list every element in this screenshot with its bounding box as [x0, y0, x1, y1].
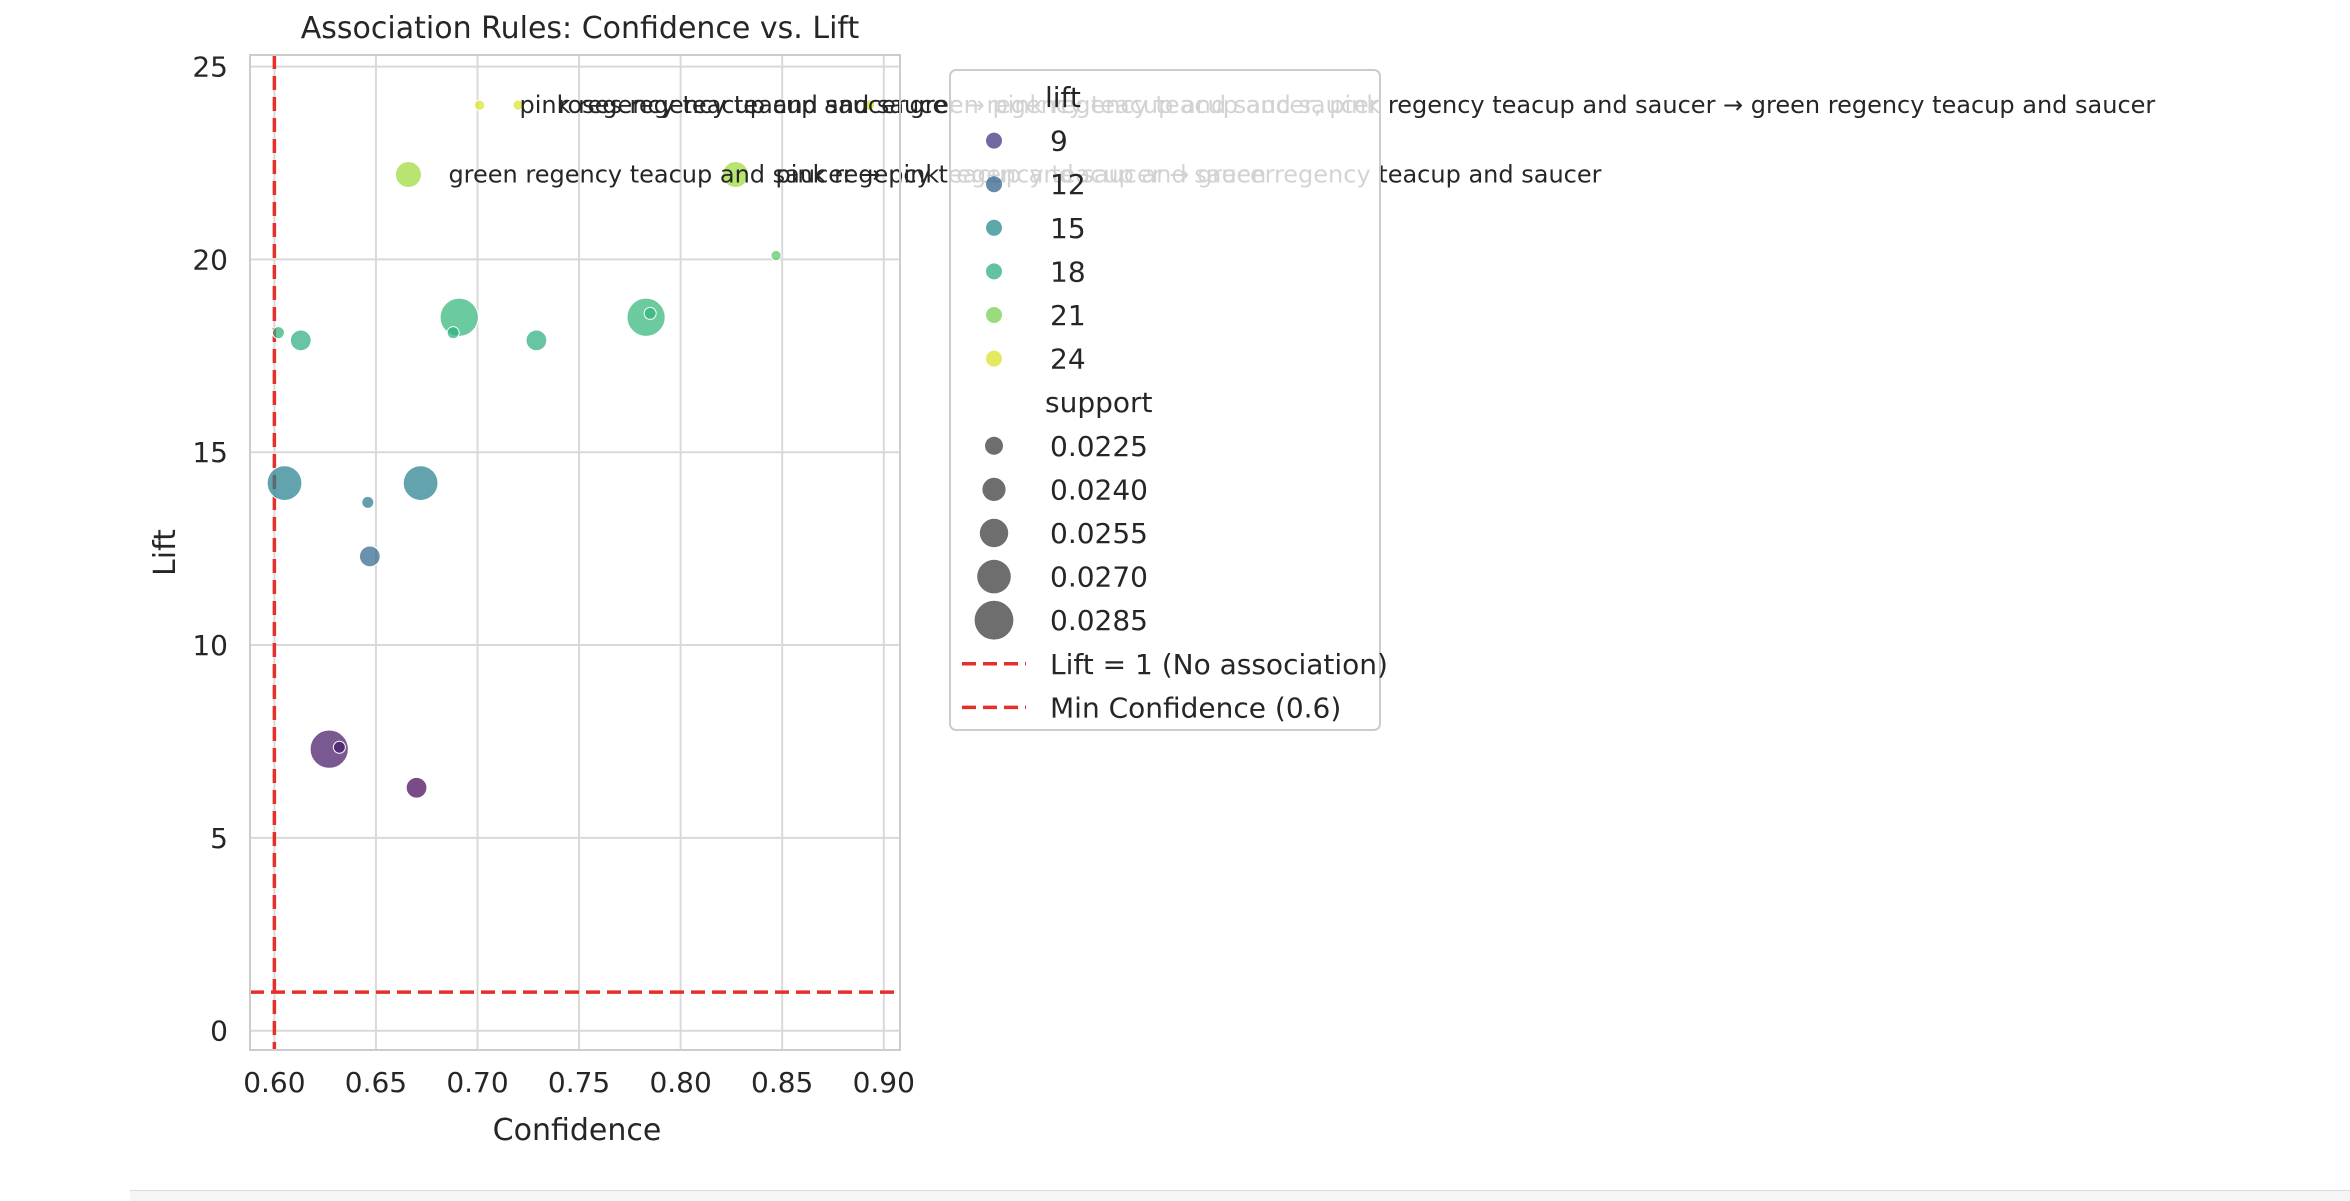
data-point: [446, 326, 460, 340]
legend-color-marker: [986, 263, 1002, 280]
legend-color-label: 15: [1050, 212, 1086, 245]
legend-color-label: 21: [1050, 299, 1086, 332]
legend-size-marker: [982, 477, 1006, 501]
legend-size-label: 0.0225: [1050, 430, 1148, 463]
legend-color-label: 18: [1050, 255, 1086, 288]
y-axis-label: Lift: [148, 529, 183, 576]
reference-lines: [250, 55, 900, 1050]
data-point: [266, 465, 303, 501]
data-point: [721, 161, 749, 189]
data-point: [361, 495, 375, 509]
grid-lines: [250, 55, 900, 1050]
plot-frame: [249, 54, 901, 1051]
data-point: [358, 545, 381, 568]
legend-color-label: 12: [1050, 168, 1086, 201]
legend-color-label: 9: [1050, 125, 1068, 158]
y-axis-ticks: 0 5 10 15 20 25: [192, 51, 228, 1048]
legend-size-marker: [974, 600, 1014, 640]
plot-background: [250, 55, 900, 1050]
legend-line-label: Lift = 1 (No association): [1050, 648, 1388, 681]
legend-size-label: 0.0270: [1050, 561, 1148, 594]
data-points: [266, 99, 876, 799]
data-point: [643, 306, 657, 320]
y-tick-label: 5: [210, 822, 228, 855]
data-point: [402, 465, 439, 501]
x-tick-label: 0.75: [548, 1066, 610, 1099]
x-tick-label: 0.90: [853, 1066, 915, 1099]
x-tick-label: 0.60: [243, 1066, 305, 1099]
x-tick-label: 0.80: [649, 1066, 711, 1099]
legend-size-label: 0.0240: [1050, 473, 1148, 506]
data-point: [439, 297, 479, 337]
data-point: [863, 99, 876, 111]
data-point: [309, 729, 349, 769]
point-annotation: pink regency teacup and saucer: [520, 91, 906, 119]
data-point: [271, 326, 285, 340]
legend-size-marker: [985, 436, 1003, 455]
x-axis-ticks: 0.60 0.65 0.70 0.75 0.80 0.85 0.90: [243, 1066, 915, 1099]
legend-color-marker: [986, 350, 1002, 367]
next-cell-panel: [130, 1190, 2350, 1201]
legend-color-label: 24: [1050, 343, 1086, 376]
x-axis-label: Confidence: [493, 1113, 662, 1148]
legend-color-marker: [986, 307, 1002, 323]
x-tick-label: 0.70: [446, 1066, 508, 1099]
data-point: [770, 249, 782, 262]
y-tick-label: 25: [192, 51, 228, 84]
legend-size-title: support: [1045, 386, 1153, 419]
data-point: [525, 329, 548, 352]
legend-size-label: 0.0285: [1050, 604, 1148, 637]
y-tick-label: 0: [210, 1015, 228, 1048]
x-tick-label: 0.85: [751, 1066, 813, 1099]
y-tick-label: 15: [192, 436, 228, 469]
legend-size-marker: [977, 559, 1011, 594]
data-point: [405, 776, 428, 799]
legend: lift 9 12 15 18 21 24 support 0.0225 0.0240 0.0255…: [949, 69, 1388, 731]
y-tick-label: 20: [192, 243, 228, 276]
legend-color-marker: [986, 132, 1002, 149]
legend-box: [949, 69, 1381, 731]
chart-title: Association Rules: Confidence vs. Lift: [301, 11, 860, 46]
data-point: [512, 99, 524, 111]
legend-line-label: Min Confidence (0.6): [1050, 691, 1341, 724]
legend-color-marker: [986, 219, 1002, 236]
legend-size-label: 0.0255: [1050, 517, 1148, 550]
data-point: [473, 99, 486, 111]
x-tick-label: 0.65: [345, 1066, 407, 1099]
legend-color-title: lift: [1045, 81, 1081, 114]
y-tick-label: 10: [192, 629, 228, 662]
data-point: [332, 740, 346, 754]
data-point: [289, 329, 312, 352]
data-point: [394, 161, 422, 189]
legend-size-marker: [979, 518, 1009, 548]
legend-color-marker: [986, 176, 1002, 193]
